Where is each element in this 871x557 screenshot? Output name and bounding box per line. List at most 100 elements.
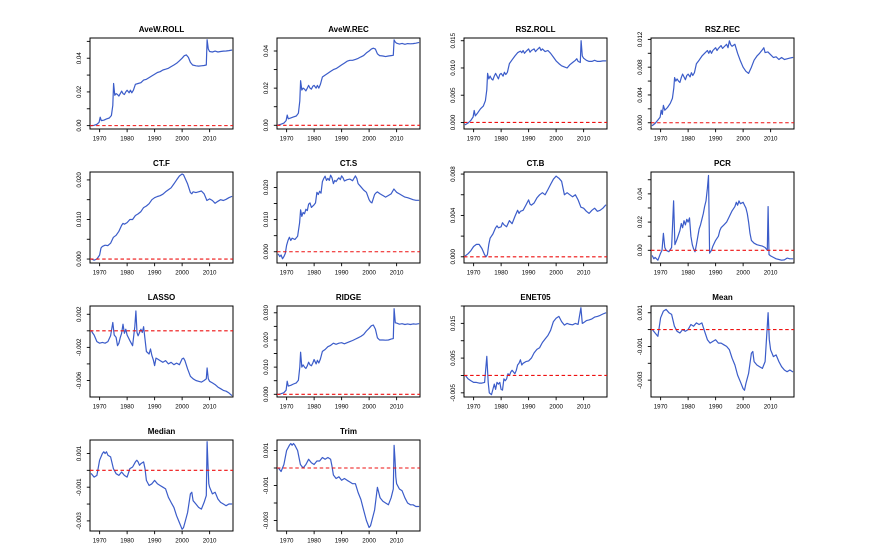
chart-svg: PCR 1970 1980 1990 2000 2010 0.00 0.02 0.04 (637, 159, 795, 277)
y-tick-label: 0.04 (263, 44, 270, 57)
x-tick-label: 1980 (681, 270, 695, 277)
series-line (90, 173, 233, 261)
x-tick-label: 1990 (522, 136, 536, 143)
chart-panel-avew-roll: AveW.ROLL 1970 1980 1990 2000 2010 0.00 0.02 0.0… (54, 21, 241, 155)
y-tick-label: -0.001 (76, 478, 83, 496)
y-tick-label: 0.005 (450, 350, 457, 366)
charts-grid: AveW.ROLL 1970 1980 1990 2000 2010 0.00 0.02 0.0… (54, 21, 802, 557)
x-tick-label: 1970 (280, 136, 294, 143)
x-tick-label: 1980 (120, 404, 134, 411)
x-tick-label: 2000 (549, 404, 563, 411)
x-tick-label: 2010 (577, 136, 591, 143)
y-tick-label: 0.02 (637, 216, 644, 229)
y-tick-label: 0.02 (263, 82, 270, 95)
x-tick-label: 1990 (335, 404, 349, 411)
series-line (90, 39, 233, 127)
series-line (651, 308, 794, 391)
chart-svg: AveW.ROLL 1970 1980 1990 2000 2010 0.00 0.02 0.0… (76, 25, 234, 143)
plot-box (89, 305, 234, 398)
y-tick-label: 0.020 (263, 179, 270, 195)
x-tick-label: 1970 (654, 136, 668, 143)
x-tick-label: 2010 (577, 270, 591, 277)
x-tick-label: 1990 (148, 270, 162, 277)
chart-panel-ridge: RIDGE 1970 1980 1990 2000 2010 0.000 0.010 0.020… (241, 289, 428, 423)
plot-box (89, 439, 234, 532)
chart-title: CT.S (340, 159, 358, 168)
plot-box (89, 37, 234, 130)
y-tick-label: 0.010 (263, 211, 270, 227)
series-line (651, 174, 794, 261)
x-tick-label: 1980 (307, 136, 321, 143)
plot-box (463, 171, 608, 264)
x-tick-label: 2010 (390, 404, 404, 411)
x-tick-label: 1970 (467, 270, 481, 277)
x-tick-label: 1980 (494, 404, 508, 411)
x-tick-label: 1990 (522, 404, 536, 411)
y-tick-label: -0.005 (450, 384, 457, 402)
chart-svg: ENET05 1970 1980 1990 2000 2010 -0.005 0.005 0.0… (450, 293, 608, 411)
chart-panel-ct-b: CT.B 1970 1980 1990 2000 2010 0.000 0.004 0.008 (428, 155, 615, 289)
chart-title: RSZ.ROLL (516, 25, 556, 34)
x-tick-label: 1990 (709, 404, 723, 411)
x-tick-label: 2010 (764, 404, 778, 411)
y-tick-label: 0.04 (76, 52, 83, 65)
chart-svg: RSZ.ROLL 1970 1980 1990 2000 2010 0.000 0.005 0.… (450, 25, 608, 143)
plot-box (276, 37, 421, 130)
chart-title: Median (148, 427, 176, 436)
y-tick-label: 0.04 (637, 187, 644, 200)
x-tick-label: 2000 (175, 136, 189, 143)
chart-svg: Trim 1970 1980 1990 2000 2010 -0.003 -0.001 0.00… (263, 427, 421, 545)
chart-svg: LASSO 1970 1980 1990 2000 2010 -0.006 -0.002 0.0… (76, 293, 234, 411)
x-tick-label: 1980 (307, 404, 321, 411)
x-tick-label: 1970 (654, 404, 668, 411)
plot-box (463, 305, 608, 398)
x-tick-label: 2010 (203, 538, 217, 545)
x-tick-label: 1990 (335, 538, 349, 545)
chart-panel-median: Median 1970 1980 1990 2000 2010 -0.003 -0.001 0.… (54, 423, 241, 557)
x-tick-label: 1970 (93, 538, 107, 545)
x-tick-label: 1980 (494, 270, 508, 277)
chart-title: Trim (340, 427, 357, 436)
x-tick-label: 1990 (335, 270, 349, 277)
x-tick-label: 1990 (148, 404, 162, 411)
x-tick-label: 2010 (764, 270, 778, 277)
chart-title: PCR (714, 159, 731, 168)
y-tick-label: 0.00 (263, 119, 270, 132)
x-tick-label: 2010 (764, 136, 778, 143)
chart-panel-ct-s: CT.S 1970 1980 1990 2000 2010 0.000 0.010 0.020 (241, 155, 428, 289)
chart-title: RSZ.REC (705, 25, 740, 34)
x-tick-label: 2010 (390, 538, 404, 545)
series-line (464, 40, 607, 126)
x-tick-label: 2010 (390, 270, 404, 277)
x-tick-label: 1980 (120, 538, 134, 545)
series-line (277, 39, 420, 126)
y-tick-label: 0.008 (450, 166, 457, 182)
y-tick-label: 0.001 (263, 442, 270, 458)
x-tick-label: 2000 (175, 404, 189, 411)
x-tick-label: 2000 (736, 270, 750, 277)
y-tick-label: -0.003 (263, 511, 270, 529)
x-tick-label: 1970 (467, 404, 481, 411)
y-tick-label: 0.000 (637, 114, 644, 130)
y-tick-label: 0.02 (76, 85, 83, 98)
y-tick-label: 0.000 (450, 114, 457, 130)
plot-box (276, 171, 421, 264)
y-tick-label: 0.004 (450, 207, 457, 223)
x-tick-label: 1980 (494, 136, 508, 143)
plot-box (650, 171, 795, 264)
chart-panel-rsz-roll: RSZ.ROLL 1970 1980 1990 2000 2010 0.000 0.005 0.… (428, 21, 615, 155)
chart-svg: RSZ.REC 1970 1980 1990 2000 2010 0.000 0.004 0.0… (637, 25, 795, 143)
chart-panel-avew-rec: AveW.REC 1970 1980 1990 2000 2010 0.00 0.02 0.04 (241, 21, 428, 155)
chart-panel-rsz-rec: RSZ.REC 1970 1980 1990 2000 2010 0.000 0.004 0.0… (615, 21, 802, 155)
y-tick-label: 0.000 (76, 251, 83, 267)
chart-panel-ct-f: CT.F 1970 1980 1990 2000 2010 0.000 0.010 0.020 (54, 155, 241, 289)
series-line (277, 442, 420, 529)
y-tick-label: 0.008 (637, 59, 644, 75)
y-tick-label: 0.001 (637, 304, 644, 320)
y-tick-label: 0.010 (450, 60, 457, 76)
y-tick-label: -0.002 (76, 338, 83, 356)
x-tick-label: 2000 (362, 270, 376, 277)
series-line (464, 175, 607, 258)
y-tick-label: 0.001 (76, 445, 83, 461)
